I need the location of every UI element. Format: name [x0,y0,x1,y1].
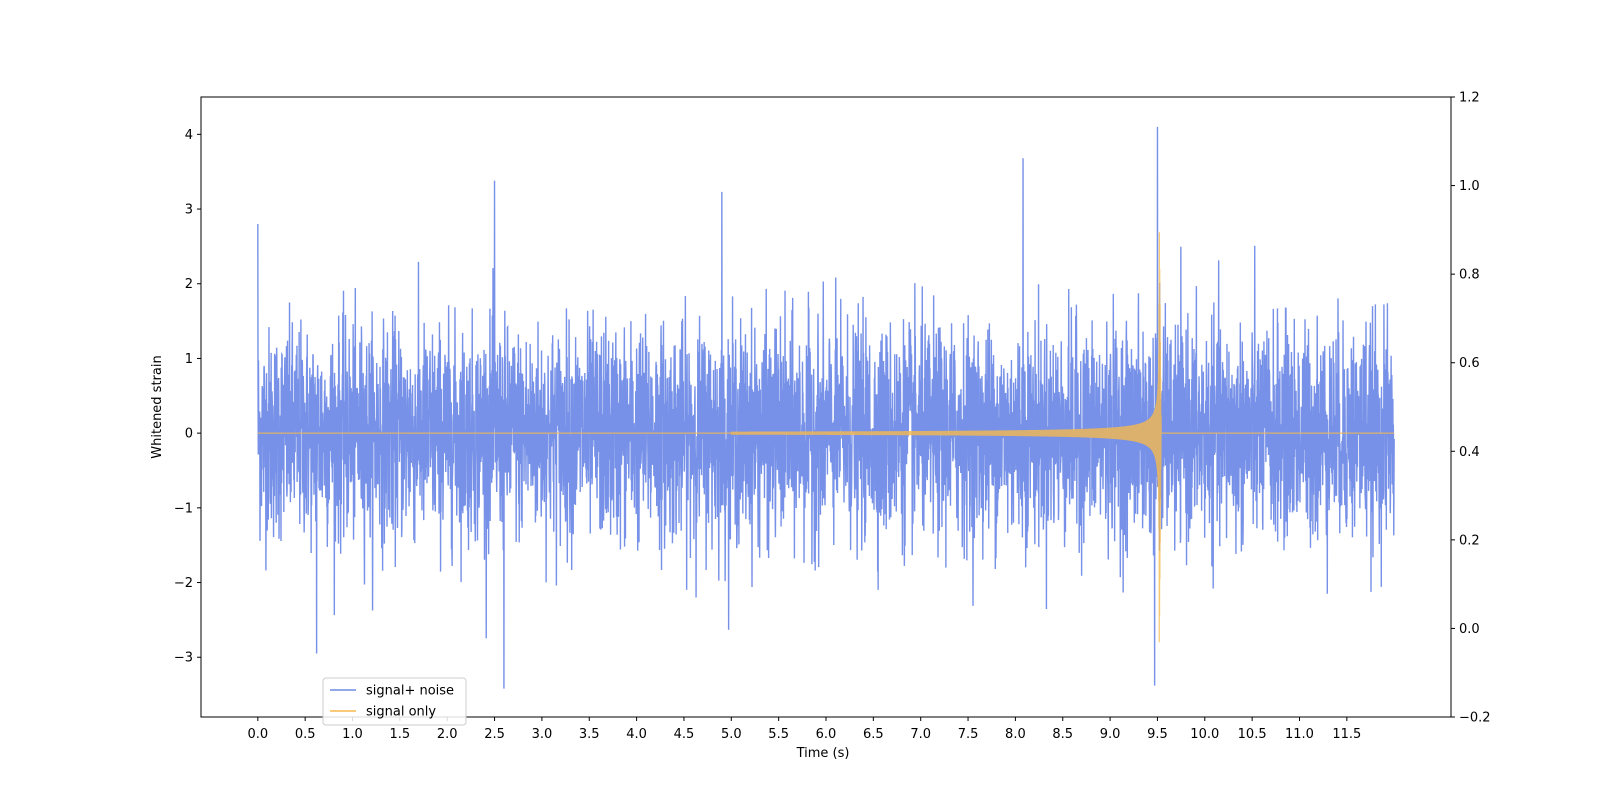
x-tick-label: 10.5 [1238,727,1267,742]
x-tick-label: 0.0 [247,727,268,742]
x-tick-label: 7.0 [910,727,931,742]
legend: signal+ noise signal only [322,677,467,726]
x-tick-label: 1.0 [342,727,363,742]
legend-label-signal-only: signal only [366,705,436,720]
x-tick-label: 11.0 [1285,727,1314,742]
y-right-tick-label: 0.8 [1459,268,1480,283]
y-right-tick-label: −0.2 [1459,711,1491,726]
legend-box [322,677,467,726]
x-tick-label: 6.0 [816,727,837,742]
y-tick-label: 4 [185,128,193,143]
x-tick-label: 5.0 [721,727,742,742]
x-axis-label: Time (s) [796,746,850,761]
x-tick-label: 4.0 [626,727,647,742]
y-right-tick-label: 1.2 [1459,91,1480,106]
x-tick-label: 1.5 [390,727,411,742]
y-tick-label: 2 [185,277,193,292]
series-signal-noise-line [257,126,1395,689]
x-tick-label: 3.5 [579,727,600,742]
x-tick-label: 3.0 [532,727,553,742]
y-axis-right-ticks: −0.2 0.0 0.2 0.4 0.6 0.8 1.0 1.2 [1451,91,1491,726]
x-axis-ticks: 0.0 0.5 1.0 1.5 2.0 2.5 3.0 3.5 4.0 4.5 5.0 5.5 6.0 6… [247,717,1361,742]
y-tick-label: 3 [185,203,193,218]
series-signal-only-line [257,232,1395,643]
y-tick-label: −2 [174,576,193,591]
x-tick-label: 11.5 [1332,727,1361,742]
plot-series [257,126,1395,689]
y-tick-label: 0 [185,427,193,442]
y-right-tick-label: 0.6 [1459,356,1480,371]
x-tick-label: 6.5 [863,727,884,742]
legend-label-signal-noise: signal+ noise [366,684,454,699]
x-tick-label: 0.5 [295,727,316,742]
x-tick-label: 8.5 [1052,727,1073,742]
y-right-tick-label: 0.2 [1459,533,1480,548]
x-tick-label: 5.5 [768,727,789,742]
y-tick-label: −1 [174,501,193,516]
y-right-tick-label: 1.0 [1459,179,1480,194]
y-tick-label: −3 [174,651,193,666]
y-right-tick-label: 0.4 [1459,445,1480,460]
x-tick-label: 2.0 [437,727,458,742]
y-axis-left-ticks: −3 −2 −1 0 1 2 3 4 [174,128,201,666]
x-tick-label: 4.5 [674,727,695,742]
x-tick-label: 2.5 [484,727,505,742]
x-tick-label: 9.0 [1100,727,1121,742]
x-tick-label: 9.5 [1147,727,1168,742]
x-tick-label: 10.0 [1190,727,1219,742]
x-tick-label: 8.0 [1005,727,1026,742]
y-tick-label: 1 [185,352,193,367]
x-tick-label: 7.5 [958,727,979,742]
y-axis-label: Whitened strain [150,355,165,458]
y-right-tick-label: 0.0 [1459,622,1480,637]
